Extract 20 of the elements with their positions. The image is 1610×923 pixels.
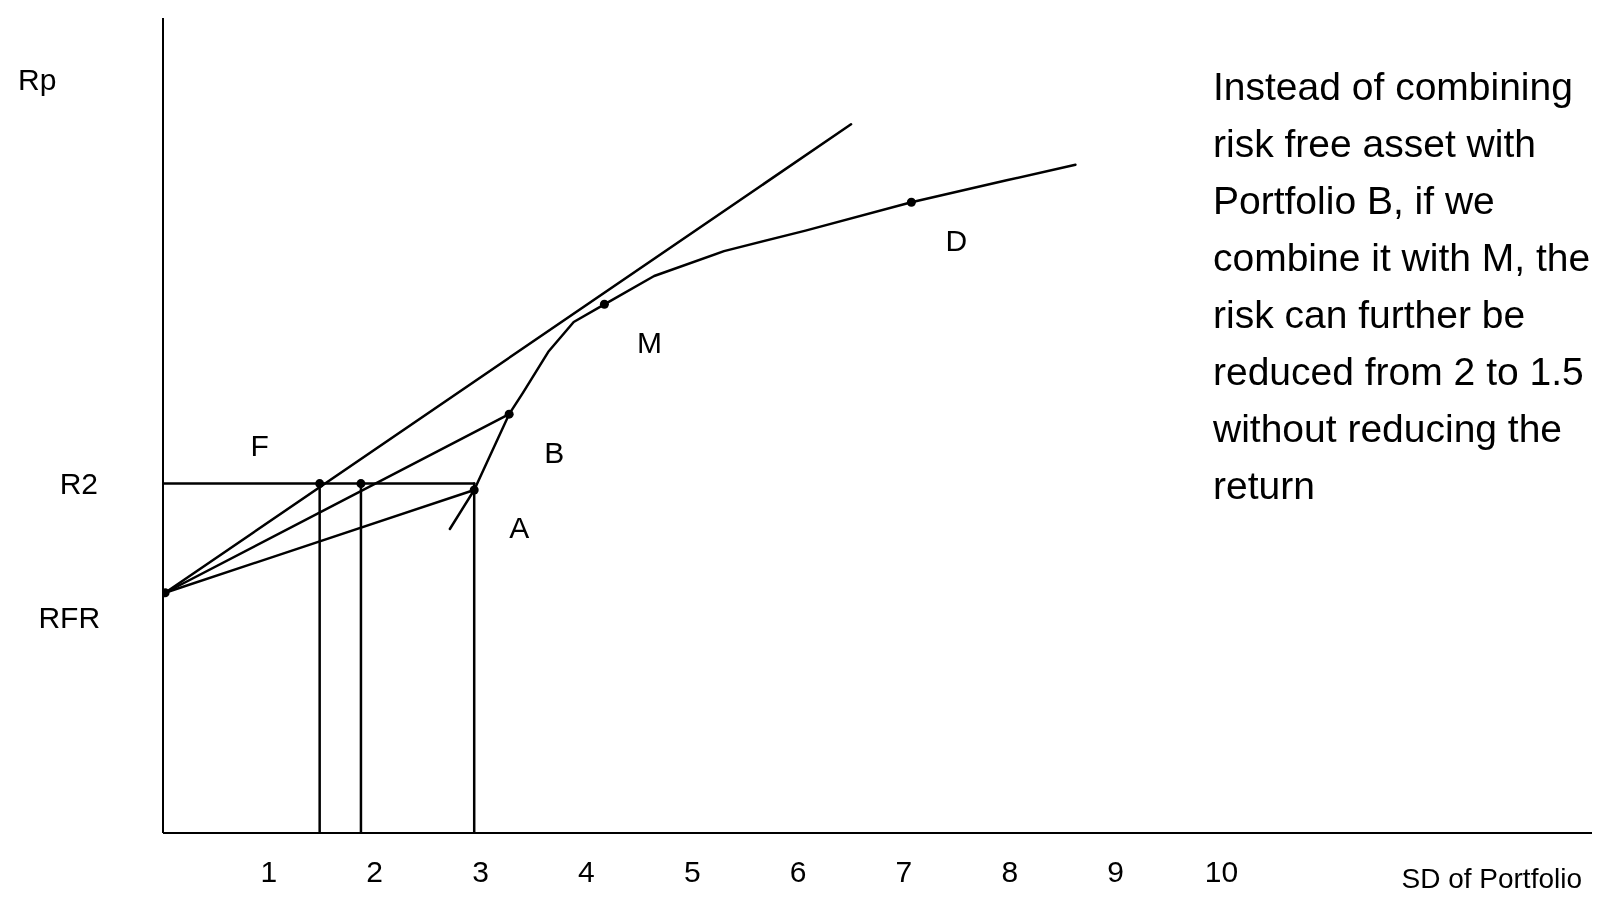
x-axis-title: SD of Portfolio xyxy=(1401,863,1582,895)
x-tick-label: 1 xyxy=(260,855,278,889)
x-tick-label: 9 xyxy=(1107,855,1125,889)
x-tick-label: 6 xyxy=(789,855,807,889)
annotation: B xyxy=(544,435,565,469)
x-tick-label: 2 xyxy=(366,855,384,889)
annotation: RFR xyxy=(38,601,101,635)
x-tick-label: 5 xyxy=(683,855,701,889)
annotation: Instead of combining risk free asset with Portfolio B, if we combine it with M, the risk can further be reduced from 2 to 1.5 without reducing the return xyxy=(1213,64,1592,509)
x-tick-label: 10 xyxy=(1204,855,1239,889)
annotation: A xyxy=(509,511,530,545)
x-tick-label: 8 xyxy=(1001,855,1019,889)
annotation: F xyxy=(250,429,269,463)
x-tick-label: 4 xyxy=(578,855,595,889)
annotation: M xyxy=(636,325,662,359)
x-tick-label: 3 xyxy=(472,855,489,889)
annotation: D xyxy=(945,223,968,257)
y-axis-title: Rp xyxy=(18,63,57,97)
x-tick-label: 7 xyxy=(895,855,913,889)
annotation: R2 xyxy=(59,467,98,501)
